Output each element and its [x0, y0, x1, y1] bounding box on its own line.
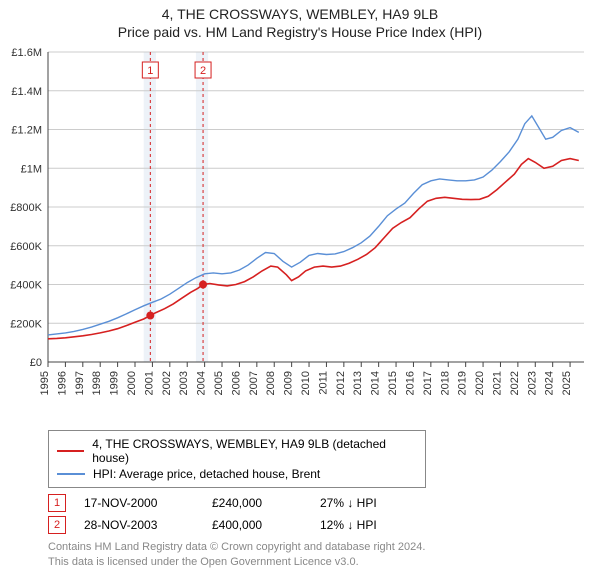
sale-row-2: 2 28-NOV-2003 £400,000 12% ↓ HPI [48, 516, 580, 534]
sale-point [146, 312, 154, 320]
sale-price: £400,000 [212, 518, 302, 532]
footnote: Contains HM Land Registry data © Crown c… [48, 540, 580, 570]
y-tick-label: £1.6M [11, 47, 42, 59]
x-tick-label: 2003 [178, 371, 190, 395]
sale-marker: 2 [48, 516, 66, 534]
x-tick-label: 1999 [109, 371, 121, 395]
x-tick-label: 2013 [352, 371, 364, 395]
x-tick-label: 2005 [213, 371, 225, 395]
x-tick-label: 2022 [509, 371, 521, 395]
y-tick-label: £0 [30, 357, 42, 369]
y-tick-label: £1.4M [11, 86, 42, 98]
legend-swatch [57, 473, 85, 475]
x-tick-label: 2016 [404, 371, 416, 395]
y-tick-label: £800K [10, 202, 42, 214]
legend-label: HPI: Average price, detached house, Bren… [93, 467, 320, 481]
sale-date: 28-NOV-2003 [84, 518, 194, 532]
footnote-line2: This data is licensed under the Open Gov… [48, 555, 580, 570]
x-tick-label: 2020 [474, 371, 486, 395]
sale-date: 17-NOV-2000 [84, 496, 194, 510]
chart-subtitle: Price paid vs. HM Land Registry's House … [4, 24, 596, 40]
x-tick-label: 2009 [283, 371, 295, 395]
sale-diff: 27% ↓ HPI [320, 496, 430, 510]
legend-item-subject: 4, THE CROSSWAYS, WEMBLEY, HA9 9LB (deta… [57, 437, 417, 465]
x-tick-label: 2011 [317, 371, 329, 395]
footnote-line1: Contains HM Land Registry data © Crown c… [48, 540, 580, 555]
sale-row-1: 1 17-NOV-2000 £240,000 27% ↓ HPI [48, 494, 580, 512]
x-tick-label: 1997 [74, 371, 86, 395]
x-tick-label: 1998 [91, 371, 103, 395]
sale-price: £240,000 [212, 496, 302, 510]
sale-diff: 12% ↓ HPI [320, 518, 430, 532]
x-tick-label: 2014 [370, 371, 382, 395]
x-tick-label: 2012 [335, 371, 347, 395]
x-tick-label: 2024 [544, 371, 556, 395]
x-tick-label: 2010 [300, 371, 312, 395]
x-tick-label: 2018 [439, 371, 451, 395]
x-tick-label: 1995 [39, 371, 51, 395]
chart-legend: 4, THE CROSSWAYS, WEMBLEY, HA9 9LB (deta… [48, 430, 426, 488]
x-tick-label: 2008 [265, 371, 277, 395]
x-tick-label: 2007 [248, 371, 260, 395]
y-tick-label: £400K [10, 280, 42, 292]
legend-swatch [57, 450, 84, 452]
x-tick-label: 2006 [230, 371, 242, 395]
y-tick-label: £1.2M [11, 125, 42, 137]
x-tick-label: 2023 [526, 371, 538, 395]
legend-item-hpi: HPI: Average price, detached house, Bren… [57, 467, 417, 481]
x-tick-label: 2004 [196, 371, 208, 395]
chart-title-address: 4, THE CROSSWAYS, WEMBLEY, HA9 9LB [4, 6, 596, 22]
price-chart: £0 £200K £400K £600K £800K £1M £1.2M £1.4M £1.6M… [0, 42, 600, 422]
chart-svg: £0 £200K £400K £600K £800K £1M £1.2M £1.4M £1.6M… [0, 42, 600, 422]
legend-label: 4, THE CROSSWAYS, WEMBLEY, HA9 9LB (deta… [92, 437, 417, 465]
y-tick-label: £1M [21, 163, 42, 175]
x-tick-label: 2015 [387, 371, 399, 395]
x-tick-label: 2025 [561, 371, 573, 395]
x-tick-label: 2019 [457, 371, 469, 395]
x-tick-label: 2000 [126, 371, 138, 395]
x-tick-label: 2002 [161, 371, 173, 395]
sale-point [199, 281, 207, 289]
y-tick-label: £600K [10, 241, 42, 253]
y-tick-label: £200K [10, 318, 42, 330]
x-tick-label: 2001 [143, 371, 155, 395]
x-tick-label: 1996 [56, 371, 68, 395]
svg-text:2: 2 [200, 65, 206, 77]
svg-text:1: 1 [147, 65, 153, 77]
sales-table: 1 17-NOV-2000 £240,000 27% ↓ HPI 2 28-NO… [48, 494, 580, 534]
x-tick-label: 2017 [422, 371, 434, 395]
sale-marker: 1 [48, 494, 66, 512]
x-tick-label: 2021 [491, 371, 503, 395]
